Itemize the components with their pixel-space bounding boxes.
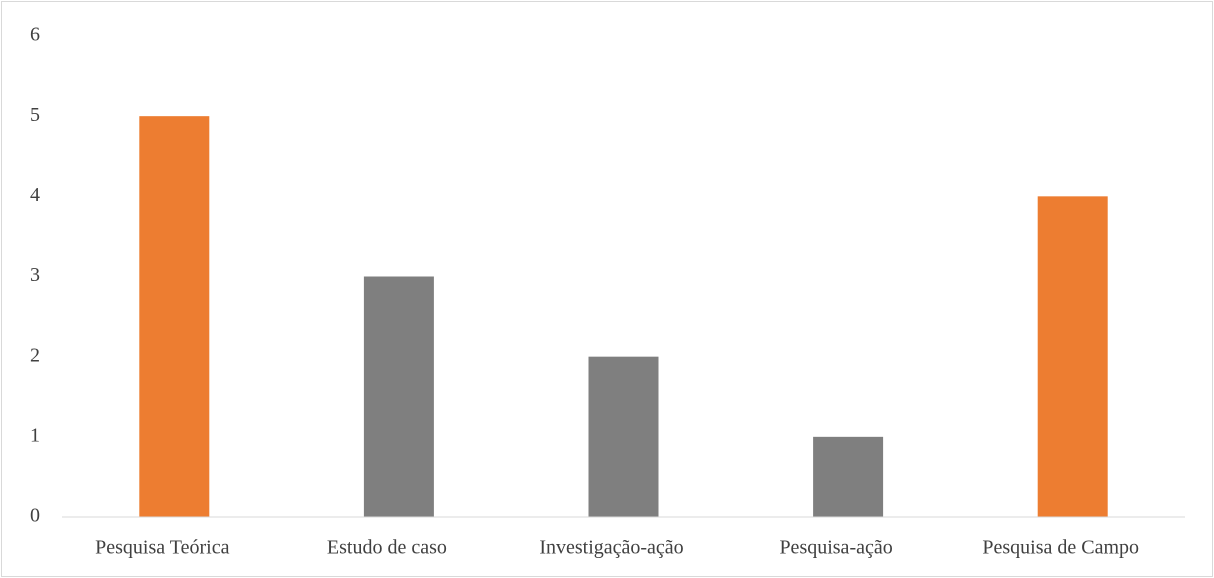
y-tick-label: 1 xyxy=(30,424,40,446)
x-tick-label: Investigação-ação xyxy=(539,537,683,559)
bar xyxy=(139,116,210,518)
y-tick-label: 6 xyxy=(30,24,40,46)
x-tick-label: Pesquisa-ação xyxy=(779,537,892,559)
x-tick-label: Estudo de caso xyxy=(327,537,447,559)
y-tick-label: 4 xyxy=(30,184,40,206)
x-tick-label: Pesquisa de Campo xyxy=(982,537,1139,559)
x-tick-label: Pesquisa Teórica xyxy=(95,537,229,559)
bar xyxy=(363,276,434,517)
bar xyxy=(813,436,884,517)
y-tick-label: 3 xyxy=(30,264,40,286)
bar xyxy=(588,356,659,517)
bar xyxy=(1037,196,1108,518)
y-tick-label: 5 xyxy=(30,104,40,126)
y-tick-label: 0 xyxy=(30,505,40,527)
y-tick-label: 2 xyxy=(30,344,40,366)
